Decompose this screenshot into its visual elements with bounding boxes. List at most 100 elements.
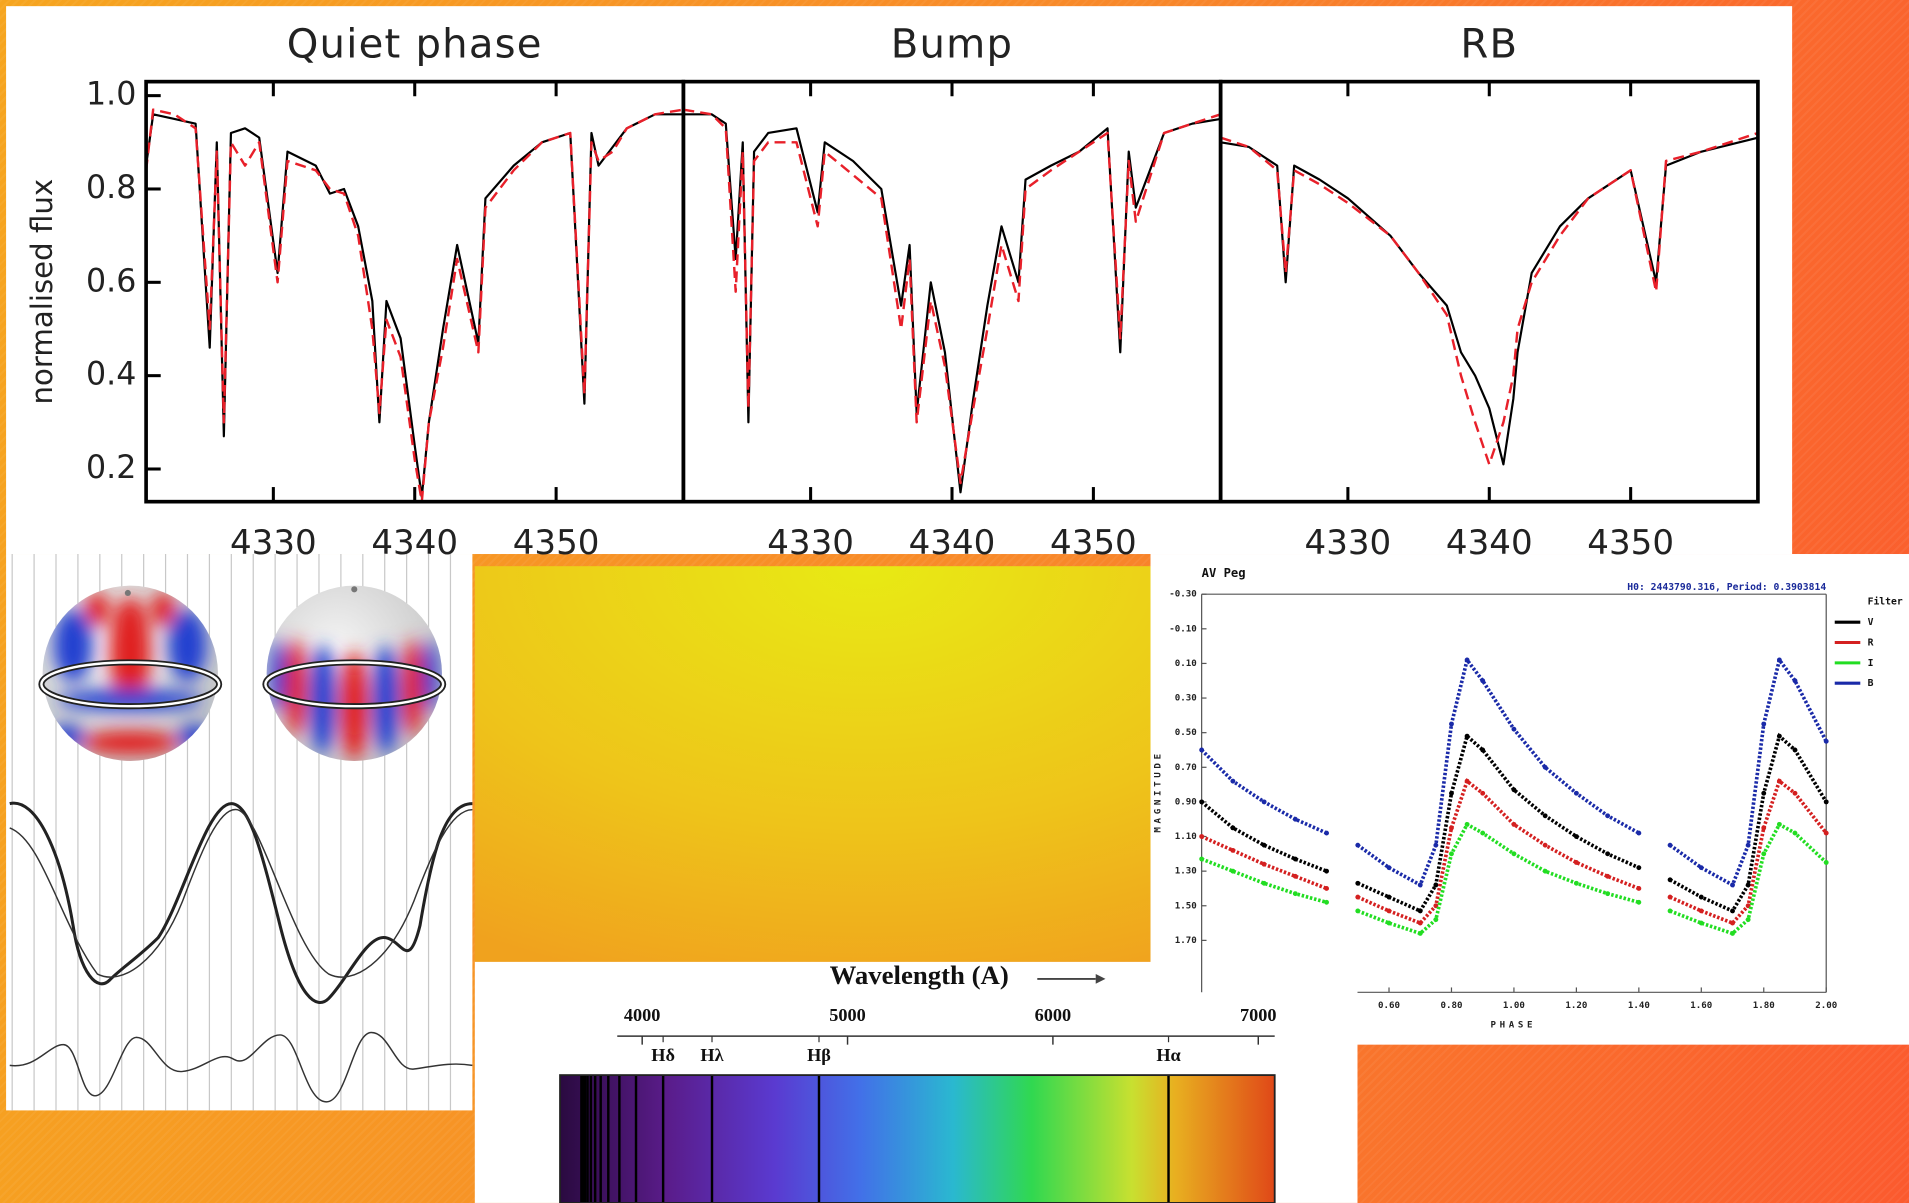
data-point bbox=[1324, 886, 1329, 891]
data-point bbox=[1542, 842, 1548, 848]
data-point bbox=[1417, 920, 1423, 926]
data-point bbox=[1433, 882, 1439, 888]
data-point bbox=[1776, 821, 1782, 827]
data-point bbox=[1417, 931, 1423, 936]
data-point bbox=[1261, 799, 1267, 805]
data-point bbox=[1199, 856, 1205, 862]
x-tick-label: 2.00 bbox=[1815, 1001, 1837, 1011]
data-point bbox=[1605, 873, 1611, 879]
data-point bbox=[1417, 882, 1423, 888]
y-tick-label: 1.0 bbox=[86, 77, 136, 113]
data-point bbox=[1464, 778, 1470, 784]
data-point bbox=[1745, 882, 1751, 888]
data-point bbox=[1730, 931, 1735, 936]
legend-title: Filter bbox=[1868, 596, 1903, 608]
y-tick-label: 0.4 bbox=[86, 357, 136, 393]
y-tick-label: 0.8 bbox=[86, 170, 136, 206]
data-point bbox=[1464, 733, 1470, 739]
data-point bbox=[1667, 842, 1673, 848]
data-point bbox=[1480, 790, 1486, 796]
legend-label: B bbox=[1868, 678, 1874, 689]
data-point bbox=[1199, 747, 1205, 753]
legend-label: I bbox=[1868, 658, 1874, 669]
data-point bbox=[1730, 908, 1735, 914]
data-point bbox=[1261, 842, 1267, 848]
y-tick-label: 0.30 bbox=[1175, 694, 1197, 704]
data-point bbox=[1761, 825, 1767, 831]
data-point bbox=[1730, 920, 1735, 926]
data-point bbox=[1636, 865, 1642, 871]
y-tick-label: 1.70 bbox=[1175, 936, 1197, 946]
line-label: Hλ bbox=[700, 1045, 724, 1065]
spectrum-line bbox=[1220, 131, 1759, 466]
data-point bbox=[1776, 778, 1782, 784]
data-point bbox=[1636, 886, 1642, 891]
data-point bbox=[1792, 790, 1798, 796]
x-tick-label: 4000 bbox=[624, 1005, 661, 1025]
data-point bbox=[1698, 908, 1704, 914]
data-point bbox=[1449, 721, 1454, 727]
y-tick-label: 1.10 bbox=[1175, 832, 1197, 842]
data-point bbox=[1230, 825, 1236, 831]
data-point bbox=[1433, 917, 1439, 923]
data-point bbox=[1480, 830, 1486, 836]
data-point bbox=[1605, 851, 1611, 857]
y-tick-label: 0.50 bbox=[1175, 728, 1197, 738]
lightcurve-panel bbox=[1150, 554, 1909, 1045]
legend-label: V bbox=[1868, 617, 1874, 628]
line-label: Hδ bbox=[651, 1045, 675, 1065]
data-point bbox=[1464, 821, 1470, 827]
data-point bbox=[1230, 778, 1236, 784]
data-point bbox=[1511, 787, 1517, 793]
data-point bbox=[1433, 842, 1439, 848]
data-point bbox=[1823, 830, 1829, 836]
data-point bbox=[1449, 825, 1454, 831]
data-point bbox=[1636, 830, 1642, 836]
spectra-panel bbox=[6, 6, 1793, 555]
legend-label: R bbox=[1868, 638, 1874, 649]
data-point bbox=[1698, 920, 1704, 926]
data-point bbox=[1792, 678, 1798, 684]
panel-title: Quiet phase bbox=[287, 21, 543, 67]
x-tick-label: 4350 bbox=[513, 523, 600, 563]
y-tick-label: 0.70 bbox=[1175, 763, 1197, 773]
data-point bbox=[1199, 834, 1205, 839]
data-point bbox=[1761, 790, 1767, 796]
data-point bbox=[1324, 868, 1329, 874]
line-label: Hβ bbox=[807, 1045, 831, 1065]
y-tick-label: 0.6 bbox=[86, 263, 136, 299]
arrow-head bbox=[1095, 974, 1106, 984]
data-point bbox=[1776, 657, 1782, 663]
data-point bbox=[1730, 882, 1735, 888]
x-tick-label: 1.00 bbox=[1503, 1001, 1525, 1011]
data-point bbox=[1698, 865, 1704, 871]
data-point bbox=[1261, 861, 1267, 867]
light-curve bbox=[1200, 732, 1828, 914]
data-point bbox=[1761, 721, 1767, 727]
line-label: Hα bbox=[1156, 1045, 1180, 1065]
y-axis-label: normalised flux bbox=[25, 179, 59, 405]
data-point bbox=[1542, 813, 1548, 819]
data-point bbox=[1292, 873, 1298, 879]
data-point bbox=[1324, 830, 1329, 836]
data-point bbox=[1792, 830, 1798, 836]
data-point bbox=[1199, 799, 1205, 805]
spectrum-line bbox=[683, 108, 1222, 485]
data-point bbox=[1355, 842, 1361, 848]
x-tick-label: 1.60 bbox=[1690, 1001, 1712, 1011]
data-point bbox=[1230, 868, 1236, 874]
x-tick-label: 1.20 bbox=[1565, 1001, 1587, 1011]
x-tick-label: 0.60 bbox=[1378, 1001, 1400, 1011]
y-tick-label: 0.2 bbox=[86, 450, 136, 486]
data-point bbox=[1355, 908, 1361, 914]
x-axis-label: PHASE bbox=[1490, 1021, 1536, 1031]
data-point bbox=[1776, 733, 1782, 739]
x-tick-label: 4340 bbox=[909, 523, 996, 563]
data-point bbox=[1605, 891, 1611, 897]
data-point bbox=[1573, 880, 1579, 886]
x-tick-label: 6000 bbox=[1035, 1005, 1072, 1025]
chart-title: AV Peg bbox=[1202, 566, 1246, 580]
data-point bbox=[1511, 851, 1517, 857]
